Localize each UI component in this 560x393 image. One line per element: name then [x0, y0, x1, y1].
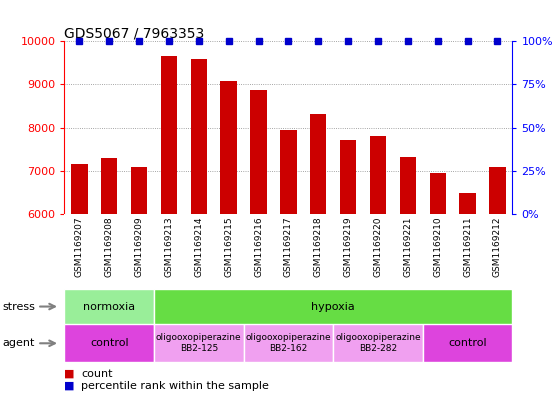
Text: oligooxopiperazine
BB2-162: oligooxopiperazine BB2-162: [246, 333, 331, 353]
Text: count: count: [81, 369, 113, 379]
Bar: [221, 81, 237, 214]
Bar: [400, 157, 416, 214]
Text: GSM1169214: GSM1169214: [194, 217, 203, 277]
Bar: [489, 167, 506, 214]
Text: percentile rank within the sample: percentile rank within the sample: [81, 381, 269, 391]
Bar: [244, 324, 333, 362]
Text: stress: stress: [3, 301, 36, 312]
Text: GSM1169216: GSM1169216: [254, 217, 263, 277]
Bar: [131, 167, 147, 214]
Text: GSM1169220: GSM1169220: [374, 217, 382, 277]
Bar: [310, 114, 326, 214]
Text: GSM1169217: GSM1169217: [284, 217, 293, 277]
Bar: [71, 164, 87, 214]
Bar: [459, 193, 476, 214]
Bar: [370, 136, 386, 214]
Text: GSM1169221: GSM1169221: [403, 217, 412, 277]
Bar: [101, 158, 118, 214]
Text: GSM1169211: GSM1169211: [463, 217, 472, 277]
Text: oligooxopiperazine
BB2-282: oligooxopiperazine BB2-282: [335, 333, 421, 353]
Text: control: control: [90, 338, 128, 348]
Text: GSM1169213: GSM1169213: [165, 217, 174, 277]
Text: GSM1169207: GSM1169207: [75, 217, 84, 277]
Text: hypoxia: hypoxia: [311, 301, 355, 312]
Text: GSM1169219: GSM1169219: [344, 217, 353, 277]
Bar: [190, 59, 207, 214]
Bar: [250, 90, 267, 214]
Bar: [340, 140, 356, 214]
Text: agent: agent: [3, 338, 35, 348]
Bar: [280, 130, 297, 214]
Bar: [154, 289, 512, 324]
Text: GSM1169218: GSM1169218: [314, 217, 323, 277]
Text: ■: ■: [64, 369, 75, 379]
Text: GDS5067 / 7963353: GDS5067 / 7963353: [64, 26, 204, 40]
Bar: [430, 173, 446, 214]
Bar: [333, 324, 423, 362]
Text: ■: ■: [64, 381, 75, 391]
Text: GSM1169208: GSM1169208: [105, 217, 114, 277]
Text: normoxia: normoxia: [83, 301, 136, 312]
Text: GSM1169212: GSM1169212: [493, 217, 502, 277]
Text: control: control: [449, 338, 487, 348]
Bar: [64, 324, 154, 362]
Text: oligooxopiperazine
BB2-125: oligooxopiperazine BB2-125: [156, 333, 241, 353]
Bar: [154, 324, 244, 362]
Text: GSM1169209: GSM1169209: [134, 217, 143, 277]
Bar: [161, 56, 177, 214]
Bar: [64, 289, 154, 324]
Text: GSM1169210: GSM1169210: [433, 217, 442, 277]
Text: GSM1169215: GSM1169215: [224, 217, 233, 277]
Bar: [423, 324, 512, 362]
